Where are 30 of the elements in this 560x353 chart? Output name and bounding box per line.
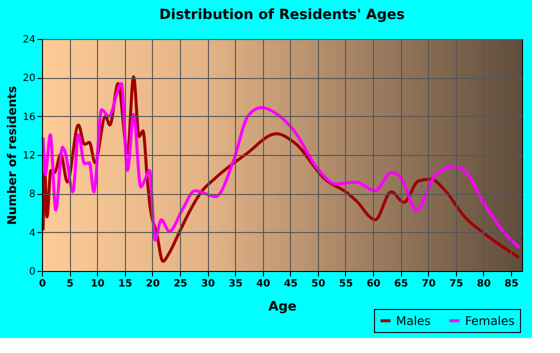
x-tick-label: 55 [338, 278, 353, 290]
x-tick-label: 85 [504, 278, 518, 290]
x-tick-label: 25 [173, 278, 188, 290]
y-tick-label: 24 [22, 34, 36, 46]
x-tick-label: 60 [366, 278, 381, 290]
x-axis-title: Age [268, 300, 297, 314]
x-tick-label: 15 [118, 278, 132, 290]
legend-label: Females [465, 314, 515, 328]
y-tick-label: 0 [29, 266, 36, 278]
x-tick-label: 70 [422, 278, 436, 290]
x-tick-label: 10 [90, 278, 105, 290]
y-tick-label: 16 [22, 112, 36, 123]
x-tick-label: 75 [449, 278, 464, 290]
y-axis-title: Number of residents [4, 86, 19, 226]
x-tick-label: 50 [311, 278, 326, 290]
x-tick-label: 65 [394, 278, 408, 290]
x-tick-label: 35 [228, 278, 243, 290]
chart-title: Distribution of Residents' Ages [159, 7, 405, 23]
x-tick-label: 40 [256, 278, 270, 290]
x-tick-label: 30 [201, 278, 216, 290]
x-tick-label: 80 [476, 278, 491, 290]
y-tick-label: 12 [22, 150, 36, 162]
y-tick-label: 8 [29, 189, 36, 200]
y-tick-label: 20 [22, 73, 36, 84]
y-tick-label: 4 [29, 228, 36, 239]
legend-label: Males [396, 314, 431, 328]
x-tick-label: 45 [284, 278, 298, 290]
x-tick-label: 20 [146, 278, 160, 290]
x-tick-label: 5 [66, 278, 74, 290]
x-tick-label: 0 [39, 278, 46, 290]
